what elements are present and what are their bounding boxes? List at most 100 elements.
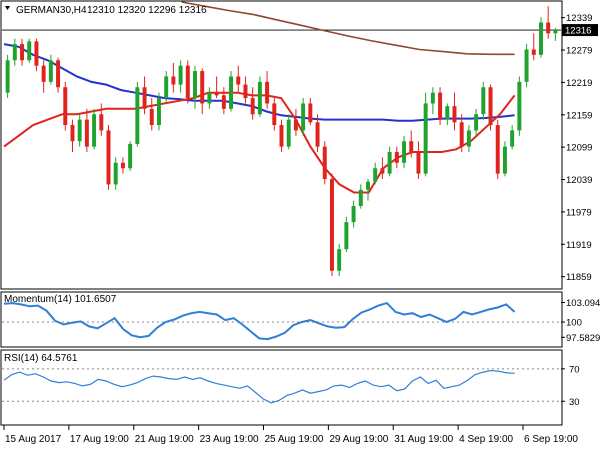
candle-body: [351, 205, 356, 223]
candle-body: [438, 92, 443, 120]
candle-body: [502, 146, 507, 174]
candle-body: [344, 222, 349, 250]
candle-body: [402, 141, 407, 163]
candle-body: [63, 87, 68, 126]
candle-body: [430, 92, 435, 104]
candle-body: [34, 41, 39, 66]
price-axis-label: 12159: [566, 110, 592, 121]
candle-body: [293, 119, 298, 131]
price-axis-label: 12219: [566, 78, 592, 89]
candle-body: [517, 81, 522, 131]
candle-body: [265, 81, 270, 104]
candle-body: [250, 98, 255, 115]
ohlc-label: 12310 12320 12296 12316: [87, 5, 207, 16]
momentum-axis-label: 97.5829: [566, 333, 600, 344]
candle-body: [156, 98, 161, 126]
rsi-line: [3, 369, 515, 404]
rsi-panel: 70 30: [2, 364, 580, 408]
time-axis-label: 15 Aug 2017: [5, 434, 62, 445]
collapse-triangle-icon[interactable]: [5, 6, 10, 10]
candle-body: [531, 49, 536, 55]
candle-body: [128, 143, 133, 169]
momentum-title: Momentum(14) 101.6507: [4, 294, 117, 305]
candle-body: [394, 152, 399, 163]
candle-body: [207, 92, 212, 104]
candle-body: [366, 181, 370, 190]
candle-body: [524, 49, 529, 82]
price-axis-label: 12279: [566, 46, 592, 57]
candle-body: [337, 249, 342, 271]
candle-body: [149, 108, 154, 126]
momentum-panel-frame: [0, 291, 563, 348]
candle-body: [481, 87, 486, 115]
candle-body: [84, 119, 89, 147]
candle-body: [229, 76, 234, 109]
candle-body: [221, 95, 226, 109]
candle-body: [488, 87, 493, 126]
rsi-axis-label: 30: [569, 397, 580, 408]
candle-body: [120, 162, 125, 169]
price-panel-frame: [0, 0, 563, 290]
candle-body: [380, 168, 385, 174]
price-panel: 12339 12279 12219 12159 12099 12039 11979 11919…: [2, 1, 598, 283]
candle-body: [27, 41, 32, 61]
candle-body: [200, 71, 205, 104]
candle-body: [553, 30, 558, 34]
candle-body: [56, 60, 61, 88]
time-axis-label: 17 Aug 19:00: [70, 434, 129, 445]
time-axis-label: 29 Aug 19:00: [329, 434, 388, 445]
time-axis-label: 25 Aug 19:00: [265, 434, 324, 445]
candle-body: [452, 106, 457, 123]
candle-body: [12, 44, 17, 61]
candle-body: [185, 65, 190, 99]
candle-body: [308, 103, 313, 123]
rsi-axis-label: 70: [569, 364, 580, 375]
candle-body: [322, 146, 327, 179]
candle-body: [510, 130, 515, 147]
candle-body: [178, 65, 183, 85]
time-axis-label: 21 Aug 19:00: [135, 434, 194, 445]
last-price-label: 12316: [565, 26, 591, 37]
candle-body: [193, 71, 197, 99]
time-axis-label: 6 Sep 19:00: [524, 434, 578, 445]
candle-body: [171, 76, 176, 85]
candle-body: [48, 60, 53, 82]
candle-body: [142, 87, 147, 109]
candle-body: [236, 76, 241, 85]
price-axis-label: 12339: [566, 13, 592, 24]
candle-body: [272, 103, 277, 126]
candle-body: [329, 178, 334, 271]
candle-body: [77, 119, 82, 142]
candle-body: [495, 125, 500, 174]
candle-body: [286, 119, 291, 147]
candle-body: [416, 152, 421, 174]
candle-body: [466, 130, 471, 147]
time-axis-label: 23 Aug 19:00: [200, 434, 259, 445]
price-axis-label: 12099: [566, 143, 592, 154]
price-axis-label: 11919: [566, 240, 592, 251]
momentum-axis-label: 103.094: [566, 298, 600, 309]
momentum-axis-label: 100: [566, 318, 582, 329]
candle-body: [546, 22, 551, 34]
candle-body: [92, 114, 97, 147]
candle-body: [423, 103, 428, 174]
candle-body: [214, 92, 219, 96]
candle-body: [243, 84, 248, 99]
sma200-line: [181, 1, 515, 56]
candle-body: [70, 125, 75, 142]
momentum-line: [3, 301, 516, 341]
candle-body: [538, 22, 543, 55]
time-axis: 15 Aug 2017 17 Aug 19:00 21 Aug 19:00 23 Au…: [3, 425, 578, 445]
candle-body: [5, 60, 10, 93]
time-axis-label: 31 Aug 19:00: [394, 434, 453, 445]
price-axis-label: 12039: [566, 175, 592, 186]
candle-body: [459, 122, 464, 147]
candle-body: [315, 122, 320, 147]
candle-body: [373, 168, 378, 182]
candle-body: [474, 114, 479, 131]
candle-body: [387, 152, 392, 174]
candle-body: [445, 106, 450, 120]
candle-body: [164, 76, 169, 99]
candle-body: [301, 103, 306, 131]
